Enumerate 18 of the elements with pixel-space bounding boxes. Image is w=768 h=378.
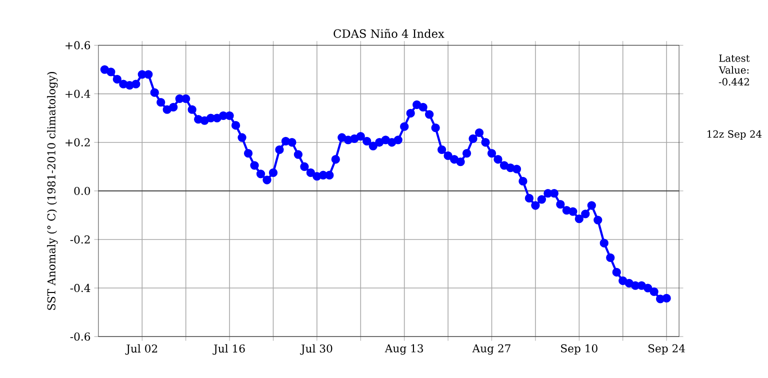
y-axis-title: SST Anomaly (° C) (1981-2010 climatology) <box>47 72 58 310</box>
y-tick-label: -0.2 <box>70 235 90 244</box>
text: Latest Value: -0.442 <box>718 54 750 86</box>
y-tick-label: +0.2 <box>66 138 90 147</box>
x-tick-label: Jul 16 <box>212 344 245 355</box>
y-tick-label: -0.6 <box>70 332 90 341</box>
x-tick-label: Aug 27 <box>472 344 510 355</box>
text: 12z Sep 24 <box>708 130 762 140</box>
y-tick-label: +0.6 <box>66 41 90 50</box>
y-tick-label: 0.0 <box>74 186 90 196</box>
x-tick-label: Sep 24 <box>648 344 685 355</box>
y-tick-label: -0.4 <box>70 284 90 292</box>
y-tick-label: +0.4 <box>66 90 90 98</box>
chart-title: CDAS Niño 4 Index <box>334 28 444 38</box>
x-tick-label: Jul 02 <box>125 344 158 355</box>
x-tick-label: Aug 13 <box>384 344 423 355</box>
x-tick-label: Jul 30 <box>300 344 332 355</box>
x-tick-label: Sep 10 <box>561 344 598 355</box>
